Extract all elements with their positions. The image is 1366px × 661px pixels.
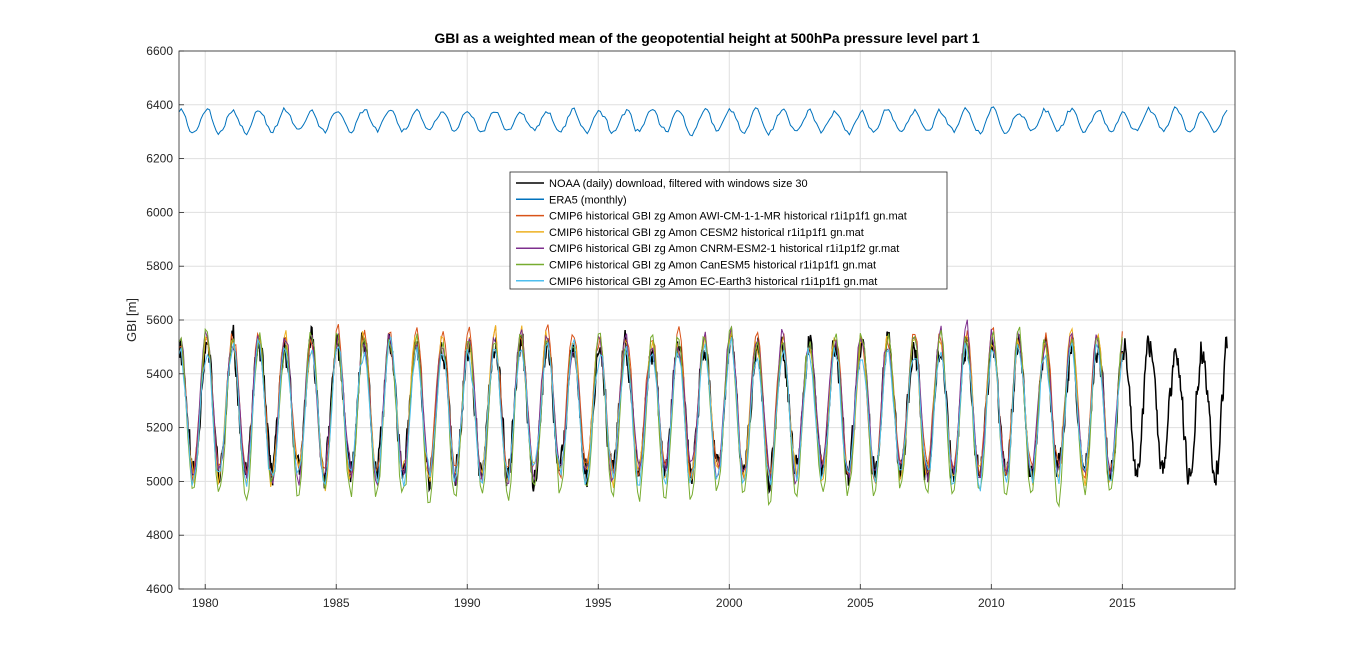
y-tick-label: 5000 bbox=[146, 474, 173, 488]
x-tick-label: 2005 bbox=[847, 596, 874, 610]
x-tick-label: 2000 bbox=[716, 596, 743, 610]
y-tick-label: 5800 bbox=[146, 259, 173, 273]
y-tick-label: 5200 bbox=[146, 421, 173, 435]
y-tick-label: 5400 bbox=[146, 367, 173, 381]
x-tick-label: 1990 bbox=[454, 596, 481, 610]
legend-box bbox=[509, 171, 948, 290]
x-tick-label: 2010 bbox=[978, 596, 1005, 610]
legend-label-1: ERA5 (monthly) bbox=[549, 194, 627, 206]
y-tick-label: 4600 bbox=[146, 582, 173, 596]
chart-title: GBI as a weighted mean of the geopotenti… bbox=[434, 30, 980, 46]
series-line-6 bbox=[178, 336, 1123, 492]
legend-label-6: CMIP6 historical GBI zg Amon EC-Earth3 h… bbox=[549, 276, 877, 288]
legend-label-5: CMIP6 historical GBI zg Amon CanESM5 his… bbox=[549, 260, 876, 272]
y-tick-label: 6400 bbox=[146, 98, 173, 112]
axis-ticks: 4600 4800 5000 5200 5400 5600 5800 6000 6200 6400… bbox=[146, 44, 1136, 610]
legend-label-2: CMIP6 historical GBI zg Amon AWI-CM-1-1-… bbox=[549, 211, 907, 223]
y-tick-label: 6200 bbox=[146, 152, 173, 166]
y-tick-label: 4800 bbox=[146, 528, 173, 542]
y-tick-label: 5600 bbox=[146, 313, 173, 327]
legend: NOAA (daily) download, filtered with win… bbox=[509, 171, 948, 290]
x-tick-label: 1980 bbox=[192, 596, 219, 610]
y-tick-label: 6600 bbox=[146, 44, 173, 58]
legend-label-3: CMIP6 historical GBI zg Amon CESM2 histo… bbox=[549, 227, 864, 239]
x-tick-label: 1985 bbox=[323, 596, 350, 610]
y-tick-label: 6000 bbox=[146, 205, 173, 219]
series-line-1 bbox=[178, 106, 1228, 137]
legend-label-0: NOAA (daily) download, filtered with win… bbox=[549, 178, 808, 190]
x-tick-label: 1995 bbox=[585, 596, 612, 610]
series-lines bbox=[178, 106, 1228, 509]
y-axis-label: GBI [m] bbox=[124, 298, 139, 342]
series-line-5 bbox=[178, 325, 1123, 509]
x-tick-label: 2015 bbox=[1109, 596, 1136, 610]
legend-label-4: CMIP6 historical GBI zg Amon CNRM-ESM2-1… bbox=[549, 243, 899, 255]
